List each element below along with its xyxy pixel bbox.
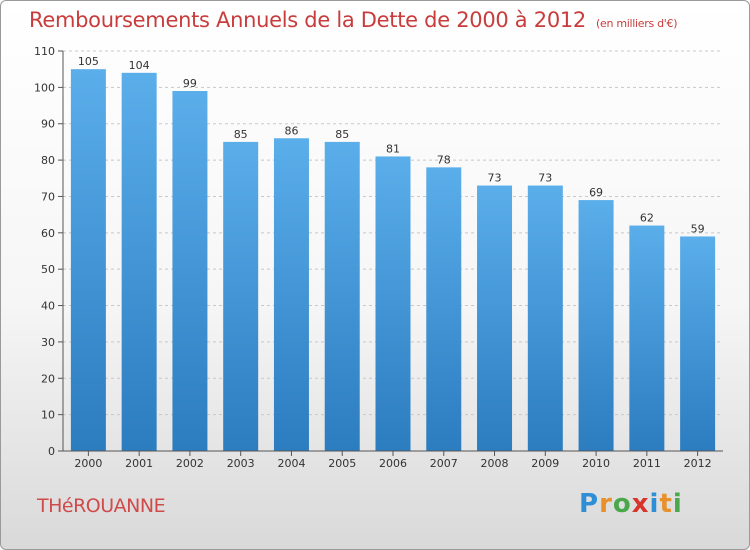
x-tick-label-2005: 2005 bbox=[328, 457, 356, 470]
data-label-2008: 73 bbox=[488, 172, 502, 185]
y-tick-label: 110 bbox=[34, 45, 55, 58]
x-tick-label-2003: 2003 bbox=[227, 457, 255, 470]
city-name: THéROUANNE bbox=[37, 495, 166, 517]
bar-2003 bbox=[223, 141, 259, 451]
chart-subtitle: (en milliers d'€) bbox=[596, 17, 678, 30]
logo-letter: P bbox=[579, 489, 600, 519]
bar-2004 bbox=[273, 138, 309, 452]
data-label-2001: 104 bbox=[129, 59, 150, 72]
axes bbox=[58, 50, 723, 456]
bar-2008 bbox=[477, 185, 513, 451]
data-label-2009: 73 bbox=[538, 172, 552, 185]
logo-letter: r bbox=[599, 489, 613, 519]
data-label-2011: 62 bbox=[640, 212, 654, 225]
logo-letter: t bbox=[659, 489, 673, 519]
x-tick-label-2007: 2007 bbox=[430, 457, 458, 470]
y-tick-label: 30 bbox=[41, 336, 55, 349]
bar-2011 bbox=[629, 225, 665, 451]
logo-letter: i bbox=[649, 489, 660, 519]
chart-title: Remboursements Annuels de la Dette de 20… bbox=[29, 8, 677, 32]
bar-2009 bbox=[527, 185, 563, 451]
x-tick-label-2004: 2004 bbox=[277, 457, 305, 470]
y-tick-label: 70 bbox=[41, 190, 55, 203]
y-tick-label: 90 bbox=[41, 118, 55, 131]
x-tick-label-2000: 2000 bbox=[74, 457, 102, 470]
bar-2007 bbox=[426, 167, 462, 451]
y-tick-label: 50 bbox=[41, 263, 55, 276]
y-tick-label: 40 bbox=[41, 300, 55, 313]
x-tick-label-2001: 2001 bbox=[125, 457, 153, 470]
x-tick-label-2002: 2002 bbox=[176, 457, 204, 470]
data-label-2003: 85 bbox=[234, 128, 248, 141]
logo-letter: x bbox=[631, 489, 650, 519]
y-tick-label: 60 bbox=[41, 227, 55, 240]
bar-2010 bbox=[578, 200, 614, 451]
logo-letter: i bbox=[672, 489, 683, 519]
y-tick-label: 0 bbox=[48, 445, 55, 458]
y-tick-label: 10 bbox=[41, 409, 55, 422]
logo-letter: o bbox=[612, 489, 632, 519]
y-tick-label: 20 bbox=[41, 372, 55, 385]
data-label-2012: 59 bbox=[691, 222, 705, 235]
y-tick-label: 100 bbox=[34, 81, 55, 94]
y-tick-label: 80 bbox=[41, 154, 55, 167]
bar-2001 bbox=[121, 72, 157, 452]
data-label-2005: 85 bbox=[335, 128, 349, 141]
x-tick-label-2010: 2010 bbox=[582, 457, 610, 470]
data-label-2004: 86 bbox=[284, 124, 298, 137]
data-label-2010: 69 bbox=[589, 186, 603, 199]
labels: 0 10 20 30 40 50 60 70 80 90 100 110 105 2000 104 2001 9… bbox=[34, 45, 712, 470]
data-label-2006: 81 bbox=[386, 142, 400, 155]
bar-2006 bbox=[375, 156, 411, 452]
data-label-2002: 99 bbox=[183, 77, 197, 90]
data-label-2000: 105 bbox=[78, 55, 99, 68]
bar-2000 bbox=[70, 69, 106, 451]
x-tick-label-2011: 2011 bbox=[633, 457, 661, 470]
bar-2005 bbox=[324, 141, 360, 451]
bar-2012 bbox=[680, 236, 716, 451]
data-label-2007: 78 bbox=[437, 153, 451, 166]
x-tick-label-2006: 2006 bbox=[379, 457, 407, 470]
bars bbox=[70, 69, 716, 452]
x-tick-label-2009: 2009 bbox=[531, 457, 559, 470]
chart-title-text: Remboursements Annuels de la Dette de 20… bbox=[29, 8, 586, 32]
proxiti-logo: Proxiti bbox=[579, 489, 683, 519]
x-tick-label-2008: 2008 bbox=[481, 457, 509, 470]
bar-2002 bbox=[172, 91, 208, 451]
x-tick-label-2012: 2012 bbox=[684, 457, 712, 470]
